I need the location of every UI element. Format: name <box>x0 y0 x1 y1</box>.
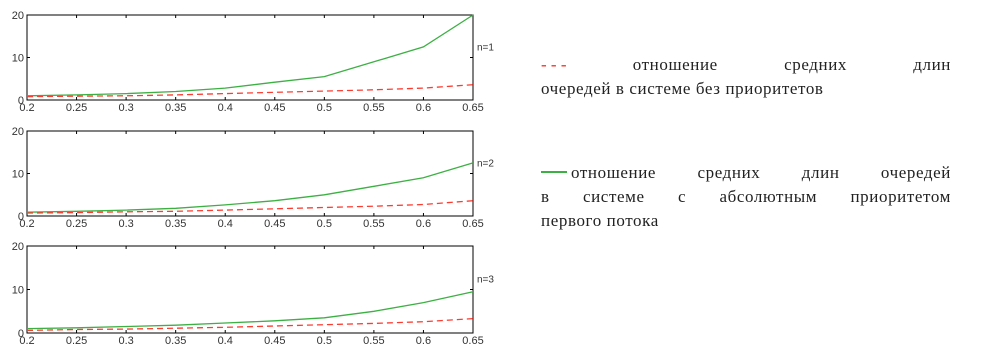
chart-3-xtick-label: 0.35 <box>165 335 186 347</box>
chart-1-xtick-label: 0.5 <box>317 102 332 114</box>
chart-3-ytick-label: 20 <box>12 241 24 253</box>
legend-solid-text-3: первого потока <box>541 211 659 230</box>
chart-1-ytick-label: 0 <box>18 95 24 107</box>
dashed-line-sample: - - - <box>541 55 567 74</box>
chart-2-xtick-label: 0.55 <box>363 218 384 230</box>
legend-solid-text-2: в системе с абсолютным приоритетом <box>541 187 951 206</box>
chart-2-xtick-label: 0.4 <box>218 218 233 230</box>
chart-1-xtick-label: 0.35 <box>165 102 186 114</box>
chart-1-solid-series <box>26 14 474 97</box>
chart-3-ytick-label: 10 <box>12 285 24 297</box>
chart-1-xtick-label: 0.55 <box>363 102 384 114</box>
legend-solid-line1: отношение средних длин очередей <box>541 161 951 185</box>
legend-solid-text-1: отношение средних длин очередей <box>571 163 951 182</box>
solid-line-sample <box>541 171 567 174</box>
chart-1-dashed-series <box>26 84 474 98</box>
legend-dashed-text-2: очередей в системе без приоритетов <box>541 79 824 98</box>
chart-2-xtick-label: 0.3 <box>118 218 133 230</box>
chart-3-xtick-label: 0.45 <box>264 335 285 347</box>
chart-1-xtick-label: 0.6 <box>416 102 431 114</box>
chart-2-annotation: n=2 <box>477 159 494 170</box>
chart-1-ytick-label: 10 <box>12 53 24 65</box>
chart-2-ytick-label: 10 <box>12 169 24 181</box>
chart-3-xtick-label: 0.2 <box>19 335 34 347</box>
legend-dashed: - - - отношение средних длин очередей в … <box>541 53 951 101</box>
legend-solid: отношение средних длин очередей в систем… <box>541 161 951 233</box>
legend-dashed-line1: - - - отношение средних длин <box>541 53 951 77</box>
chart-2-xtick-label: 0.25 <box>66 218 87 230</box>
chart-2-solid-series <box>26 162 474 213</box>
chart-3-xtick-label: 0.3 <box>118 335 133 347</box>
chart-2-ytick-label: 0 <box>18 211 24 223</box>
chart-2-xtick-label: 0.45 <box>264 218 285 230</box>
chart-3-xtick-label: 0.25 <box>66 335 87 347</box>
chart-2-ytick-label: 20 <box>12 126 24 138</box>
chart-2-xtick-label: 0.6 <box>416 218 431 230</box>
legend-dashed-text-1: отношение средних длин <box>632 55 951 74</box>
chart-2-dashed-series <box>26 200 474 214</box>
chart-2-xtick-label: 0.35 <box>165 218 186 230</box>
chart-1-frame <box>26 14 474 101</box>
chart-3-xtick-label: 0.5 <box>317 335 332 347</box>
chart-3-annotation: n=3 <box>477 275 494 286</box>
chart-3-frame <box>26 245 474 334</box>
chart-2-xtick-label: 0.2 <box>19 218 34 230</box>
chart-1-xtick-label: 0.45 <box>264 102 285 114</box>
chart-3-dashed-series <box>26 317 474 332</box>
charts-area: 0.2 0.25 0.3 0.35 0.4 0.45 0.5 0.55 0.6 0.65 0 10 20… <box>12 10 495 347</box>
chart-3-xtick-label: 0.6 <box>416 335 431 347</box>
chart-1-ytick-label: 20 <box>12 10 24 22</box>
chart-2-xtick-label: 0.5 <box>317 218 332 230</box>
chart-1-xtick-label: 0.2 <box>19 102 34 114</box>
chart-3-xtick-label: 0.65 <box>462 335 483 347</box>
chart-1-annotation: n=1 <box>477 43 494 54</box>
chart-1-xtick-label: 0.3 <box>118 102 133 114</box>
chart-3-xtick-label: 0.4 <box>218 335 233 347</box>
chart-3-xtick-label: 0.55 <box>363 335 384 347</box>
chart-3-ytick-label: 0 <box>18 328 24 340</box>
chart-1-xtick-label: 0.25 <box>66 102 87 114</box>
chart-1-xtick-label: 0.4 <box>218 102 233 114</box>
chart-2-xtick-label: 0.65 <box>462 218 483 230</box>
chart-3-solid-series <box>26 291 474 330</box>
chart-1-xtick-label: 0.65 <box>462 102 483 114</box>
